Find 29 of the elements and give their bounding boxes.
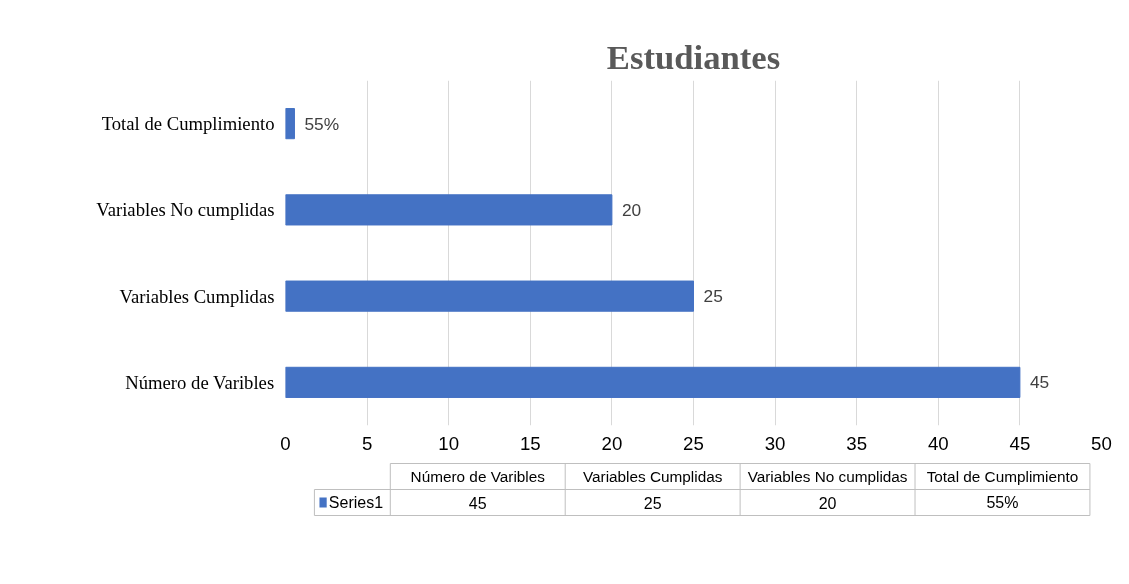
y-tick-label: Variables Cumplidas <box>119 285 275 307</box>
category-label: Total de Cumplimiento <box>926 468 1079 485</box>
text: 45 <box>468 494 487 512</box>
legend-label: Series1 <box>328 494 384 511</box>
x-tick-label: 25 <box>683 432 704 454</box>
data-label: 20 <box>621 199 642 220</box>
text: 25 <box>643 494 662 512</box>
x-tick-label: 35 <box>846 432 868 454</box>
category-label: Número de Varibles <box>410 468 545 485</box>
category-label: Variables No cumplidas <box>747 468 908 485</box>
data-label: 45 <box>1029 372 1050 393</box>
category-label: Variables Cumplidas <box>582 468 723 485</box>
text: 20 <box>818 494 837 512</box>
x-tick-label: 50 <box>1091 432 1112 454</box>
x-tick-label: 45 <box>1009 432 1031 454</box>
x-tick-label: 20 <box>601 432 623 454</box>
data-label: 55% <box>304 113 340 134</box>
x-tick-label: 10 <box>438 432 460 454</box>
chart-title: Estudiantes <box>606 37 781 76</box>
data-label: 25 <box>703 286 723 307</box>
x-tick-label: 15 <box>519 432 541 454</box>
y-tick-label: Variables No cumplidas <box>96 199 275 221</box>
x-tick-label: 40 <box>927 432 949 454</box>
x-tick-label: 30 <box>764 432 786 454</box>
x-tick-label: 5 <box>361 432 373 454</box>
x-tick-label: 0 <box>280 432 291 454</box>
y-tick-label: Total de Cumplimiento <box>101 113 275 135</box>
text: 55% <box>986 494 1019 511</box>
y-tick-label: Número de Varibles <box>125 371 275 393</box>
